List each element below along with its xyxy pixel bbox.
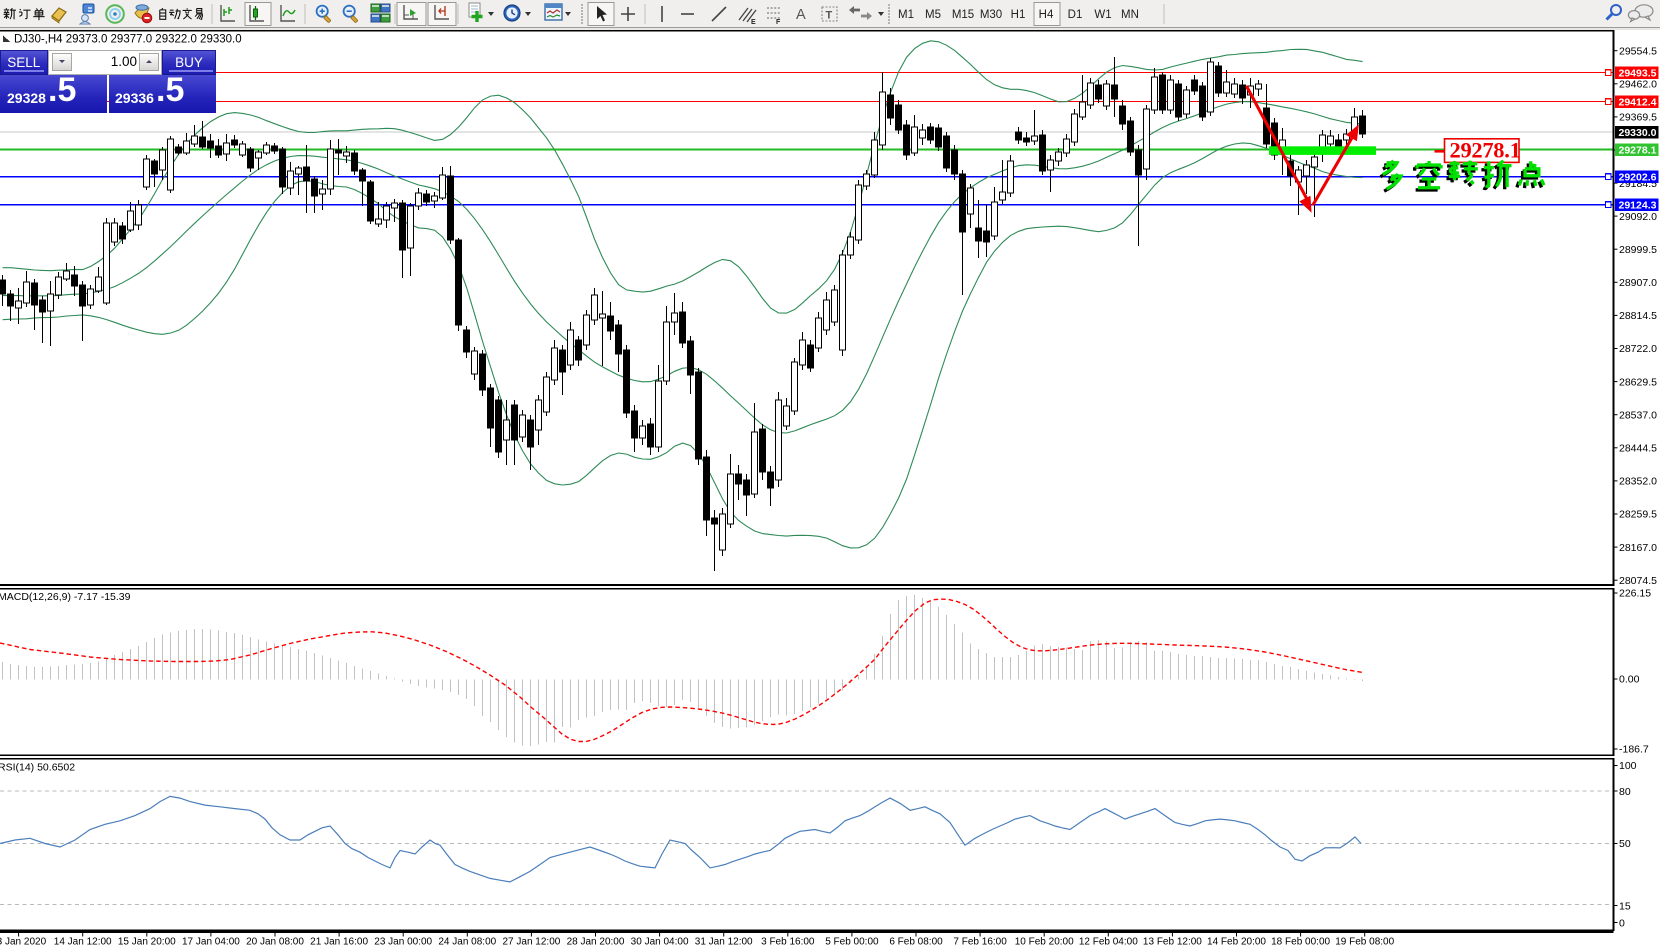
svg-text:MN: MN [1121, 9, 1139, 21]
svg-text:29493.5: 29493.5 [1619, 68, 1657, 80]
svg-text:F: F [776, 19, 781, 26]
svg-text:28907.0: 28907.0 [1619, 277, 1657, 289]
svg-text:D1: D1 [1068, 9, 1083, 21]
svg-text:23 Jan 00:00: 23 Jan 00:00 [374, 937, 432, 947]
svg-text:A: A [796, 7, 806, 23]
svg-text:29278.1: 29278.1 [1619, 145, 1657, 157]
svg-text:28814.5: 28814.5 [1619, 310, 1657, 322]
svg-text:3 Feb 16:00: 3 Feb 16:00 [761, 937, 815, 947]
svg-text:29554.5: 29554.5 [1619, 45, 1657, 57]
svg-text:13 Feb 12:00: 13 Feb 12:00 [1143, 937, 1202, 947]
svg-text:28444.5: 28444.5 [1619, 443, 1657, 455]
svg-text:28999.5: 28999.5 [1619, 244, 1657, 256]
svg-text:E: E [751, 19, 756, 26]
svg-text:M1: M1 [898, 9, 914, 21]
svg-text:24 Jan 08:00: 24 Jan 08:00 [438, 937, 496, 947]
svg-text:15: 15 [1619, 900, 1631, 912]
svg-text:14 Feb 20:00: 14 Feb 20:00 [1207, 937, 1266, 947]
svg-text:6 Feb 08:00: 6 Feb 08:00 [889, 937, 943, 947]
svg-text:17 Jan 04:00: 17 Jan 04:00 [182, 937, 240, 947]
svg-text:21 Jan 16:00: 21 Jan 16:00 [310, 937, 368, 947]
svg-text:28 Jan 20:00: 28 Jan 20:00 [567, 937, 625, 947]
svg-text:29092.0: 29092.0 [1619, 211, 1657, 223]
svg-text:M15: M15 [952, 9, 974, 21]
svg-text:T: T [826, 10, 833, 22]
svg-text:H4: H4 [1039, 9, 1054, 21]
svg-text:28629.5: 28629.5 [1619, 376, 1657, 388]
svg-text:226.15: 226.15 [1619, 588, 1651, 600]
svg-text:18 Feb 00:00: 18 Feb 00:00 [1271, 937, 1330, 947]
svg-text:50: 50 [1619, 838, 1631, 850]
svg-text:19 Feb 08:00: 19 Feb 08:00 [1335, 937, 1394, 947]
svg-text:M30: M30 [980, 9, 1002, 21]
svg-text:DJ30-,H4 29373.0 29377.0 2932: DJ30-,H4 29373.0 29377.0 29322.0 29330.0 [14, 34, 242, 46]
svg-text:M5: M5 [925, 9, 941, 21]
svg-text:29369.5: 29369.5 [1619, 112, 1657, 124]
svg-text:28259.5: 28259.5 [1619, 509, 1657, 521]
svg-text:100: 100 [1619, 760, 1637, 772]
svg-text:80: 80 [1619, 786, 1631, 798]
svg-text:28352.0: 28352.0 [1619, 476, 1657, 488]
svg-text:5 Feb 00:00: 5 Feb 00:00 [825, 937, 879, 947]
svg-text:10 Feb 20:00: 10 Feb 20:00 [1015, 937, 1074, 947]
svg-text:13 Jan 2020: 13 Jan 2020 [0, 937, 47, 947]
svg-text:7 Feb 16:00: 7 Feb 16:00 [953, 937, 1007, 947]
svg-text:29278.1: 29278.1 [1450, 138, 1521, 163]
svg-text:0: 0 [1619, 917, 1625, 929]
svg-text:14 Jan 12:00: 14 Jan 12:00 [54, 937, 112, 947]
svg-text:MACD(12,26,9) -7.17 -15.39: MACD(12,26,9) -7.17 -15.39 [0, 591, 131, 603]
svg-text:-186.7: -186.7 [1619, 744, 1649, 756]
svg-text:12 Feb 04:00: 12 Feb 04:00 [1079, 937, 1138, 947]
svg-text:29462.0: 29462.0 [1619, 79, 1657, 91]
svg-text:0.00: 0.00 [1619, 674, 1640, 686]
svg-text:27 Jan 12:00: 27 Jan 12:00 [502, 937, 560, 947]
svg-text:31 Jan 12:00: 31 Jan 12:00 [695, 937, 753, 947]
svg-text:29412.4: 29412.4 [1619, 97, 1657, 109]
svg-text:H1: H1 [1011, 9, 1026, 21]
svg-text:29330.0: 29330.0 [1619, 127, 1657, 139]
svg-text:28167.0: 28167.0 [1619, 542, 1657, 554]
svg-text:30 Jan 04:00: 30 Jan 04:00 [631, 937, 689, 947]
svg-text:W1: W1 [1094, 9, 1111, 21]
svg-text:20 Jan 08:00: 20 Jan 08:00 [246, 937, 304, 947]
svg-text:28537.0: 28537.0 [1619, 409, 1657, 421]
svg-text:29124.3: 29124.3 [1619, 200, 1657, 212]
svg-text:28074.5: 28074.5 [1619, 575, 1657, 587]
svg-text:28722.0: 28722.0 [1619, 343, 1657, 355]
svg-text:29202.6: 29202.6 [1619, 172, 1657, 184]
svg-text:RSI(14) 50.6502: RSI(14) 50.6502 [0, 762, 75, 774]
svg-text:15 Jan 20:00: 15 Jan 20:00 [118, 937, 176, 947]
